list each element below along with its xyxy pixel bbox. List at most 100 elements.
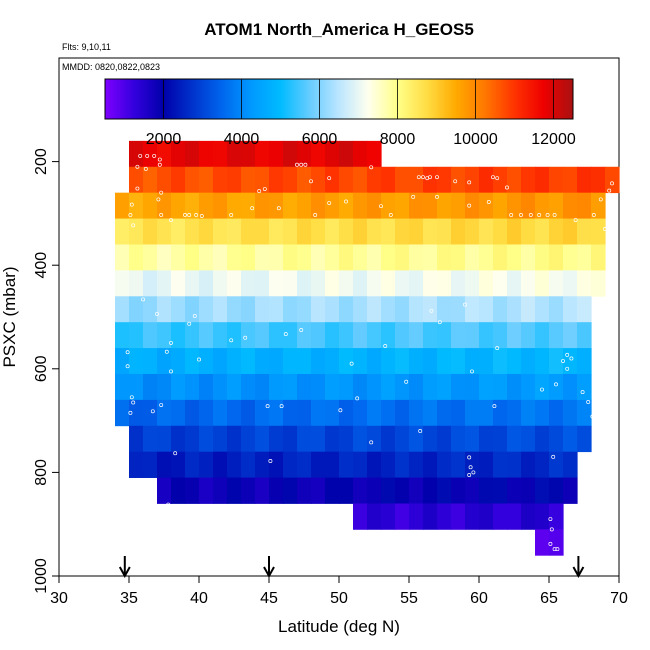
data-point [369,165,374,170]
heatmap-cell [535,529,550,556]
data-point [537,213,542,217]
heatmap-cell [297,244,312,271]
heatmap-cell [311,218,326,245]
heatmap-cell [115,296,130,323]
heatmap-cell [465,192,480,219]
heatmap-cell [381,477,396,504]
heatmap-cell [199,140,214,168]
heatmap-cell [535,373,550,401]
x-tick-label: 30 [50,590,68,607]
heatmap-cell [549,244,564,271]
data-point [565,352,570,357]
heatmap-cell [479,477,494,504]
heatmap-cell [283,192,298,219]
heatmap-cell [563,477,578,504]
data-point [141,297,145,302]
heatmap-cell [199,425,214,453]
heatmap-cell [395,373,410,401]
heatmap-cell [521,425,536,453]
heatmap-cell [339,399,354,427]
heatmap-cell [507,399,522,427]
data-point [283,332,288,337]
heatmap-cell [465,373,480,401]
heatmap-cell [227,140,242,168]
heatmap-cell [381,244,396,271]
heatmap-cell [297,451,312,478]
heatmap-cell [283,477,298,504]
data-point [135,186,140,191]
heatmap-cell [577,399,592,427]
heatmap-cell [241,322,256,349]
heatmap-cell [549,296,564,323]
heatmap-cell [535,244,550,271]
data-point [418,429,423,433]
heatmap-cell [241,373,256,401]
heatmap-cell [353,503,368,530]
y-tick-label: 800 [33,459,50,486]
x-axis-label: Latitude (deg N) [278,617,400,636]
heatmap-cell [339,322,354,349]
data-point [183,213,187,217]
x-tick-label: 55 [400,590,418,607]
heatmap-cell [563,192,578,219]
heatmap-cell [563,451,578,478]
heatmap-cell [199,296,214,323]
heatmap-cell [311,322,326,349]
heatmap-cell [157,322,172,349]
heatmap-cell [563,399,578,427]
heatmap-cell [423,218,438,245]
heatmap-cell [353,192,368,219]
data-point [467,473,472,477]
heatmap-cell [493,270,508,297]
heatmap-cell [367,399,382,427]
data-point [299,328,304,332]
heatmap-cell [549,348,564,375]
data-point [156,197,161,202]
heatmap-cell [129,166,144,194]
heatmap-cell [199,373,214,401]
heatmap-cell [227,373,242,401]
heatmap-cell [409,477,424,504]
heatmap-cell [381,166,396,194]
data-point [369,440,374,445]
data-point [467,180,472,185]
heatmap-cell [367,270,382,297]
heatmap-cell [325,244,340,271]
heatmap-cell [241,451,256,478]
heatmap-cell [325,451,340,478]
heatmap-cell [129,322,144,349]
heatmap-cell [143,296,158,323]
heatmap-cell [409,296,424,323]
heatmap-cell [115,373,130,401]
data-point [552,213,557,217]
heatmap-cell [395,218,410,245]
data-point [155,311,159,316]
data-point [425,176,430,181]
heatmap-cell [255,244,270,271]
heatmap-cell [129,373,144,401]
heatmap-cell [185,140,200,168]
heatmap-cell [255,451,270,478]
heatmap-cell [535,477,550,504]
heatmap-cell [521,192,536,219]
arrow-marker [263,556,275,579]
data-point [169,218,173,223]
heatmap-cell [185,218,200,245]
heatmap-cell [493,322,508,349]
heatmap-cell [395,270,410,297]
heatmap-cell [367,166,382,194]
heatmap-cell [451,270,466,297]
heatmap-cell [437,503,452,530]
heatmap-cell [521,244,536,271]
heatmap-cell [213,451,228,478]
heatmap-cell [507,503,522,530]
data-point [309,179,313,184]
data-point [229,213,234,217]
heatmap-cell [199,477,214,504]
heatmap-cell [563,373,578,401]
heatmap-cell [255,192,270,219]
heatmap-cell [451,218,466,245]
data-point [591,213,596,217]
heatmap-cell [465,218,480,245]
